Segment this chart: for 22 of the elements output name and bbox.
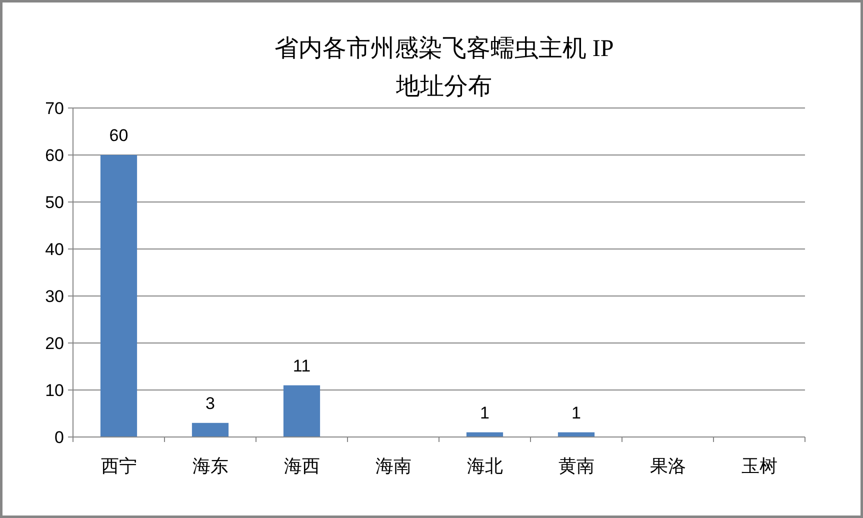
x-tick-label: 海西 <box>284 456 320 476</box>
y-tick-label: 10 <box>45 381 64 400</box>
x-tick-label: 海南 <box>375 456 412 476</box>
x-tick-label: 海北 <box>466 456 503 476</box>
y-tick-label: 40 <box>45 240 64 259</box>
data-label: 60 <box>109 126 128 145</box>
data-label: 1 <box>480 403 490 422</box>
y-tick-label: 20 <box>45 334 64 353</box>
y-tick-label: 30 <box>45 287 64 306</box>
data-label: 11 <box>292 356 311 376</box>
x-tick-label: 海东 <box>192 456 228 476</box>
data-label: 3 <box>206 394 215 413</box>
x-tick-label: 果洛 <box>650 456 686 476</box>
x-tick-label: 黄南 <box>558 456 594 476</box>
data-label: 1 <box>572 403 581 422</box>
y-tick-label: 60 <box>45 146 64 165</box>
x-tick-label: 玉树 <box>741 456 778 476</box>
y-tick-label: 70 <box>45 99 64 118</box>
title: 省内各市州感染飞客蠕虫主机 IP 地址分布 <box>274 36 614 100</box>
y-tick-label: 0 <box>54 428 64 447</box>
y-tick-label: 50 <box>45 193 64 212</box>
x-tick-label: 西宁 <box>100 456 137 476</box>
